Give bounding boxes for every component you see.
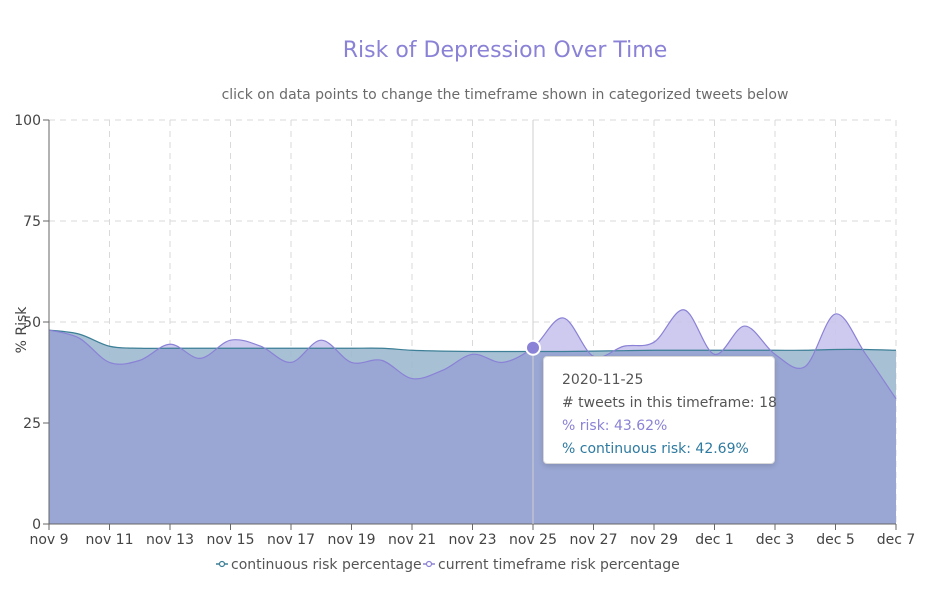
tooltip-date: 2020-11-25 bbox=[562, 372, 644, 388]
tooltip-tweet-count: # tweets in this timeframe: 18 bbox=[562, 395, 777, 411]
chart-subtitle: click on data points to change the timef… bbox=[221, 87, 789, 103]
current-risk-line bbox=[48, 309, 897, 400]
x-tick-label: nov 23 bbox=[449, 532, 497, 548]
y-tick-label: 100 bbox=[14, 113, 41, 129]
axes: 0 25 50 75 100 nov 9 nov 11 nov 13 nov 15 nov 17 n… bbox=[14, 113, 915, 548]
tooltip-risk: % risk: 43.62% bbox=[562, 418, 668, 434]
x-tick-label: nov 27 bbox=[570, 532, 618, 548]
x-tick-label: nov 9 bbox=[29, 532, 68, 548]
x-tick-label: dec 5 bbox=[816, 532, 855, 548]
legend-continuous[interactable]: continuous risk percentage bbox=[216, 557, 422, 573]
x-tick-label: dec 1 bbox=[695, 532, 734, 548]
x-tick-label: nov 19 bbox=[328, 532, 376, 548]
marker-layer[interactable] bbox=[525, 120, 541, 524]
x-tick-label: nov 21 bbox=[388, 532, 436, 548]
legend-current-marker bbox=[425, 560, 433, 568]
chart-title: Risk of Depression Over Time bbox=[342, 38, 668, 63]
legend-current[interactable]: current timeframe risk percentage bbox=[423, 557, 680, 573]
x-tick-label: dec 7 bbox=[877, 532, 916, 548]
y-tick-label: 50 bbox=[23, 315, 41, 331]
legend-current-label: current timeframe risk percentage bbox=[438, 557, 680, 573]
y-tick-label: 75 bbox=[23, 214, 41, 230]
tooltip-continuous-risk: % continuous risk: 42.69% bbox=[562, 441, 749, 457]
legend[interactable]: continuous risk percentage current timefr… bbox=[216, 557, 680, 573]
data-point-tooltip: 2020-11-25 # tweets in this timeframe: 1… bbox=[543, 356, 777, 464]
legend-continuous-marker bbox=[218, 560, 226, 568]
x-tick-label: nov 11 bbox=[86, 532, 134, 548]
x-tick-label: nov 25 bbox=[509, 532, 557, 548]
x-tick-label: nov 15 bbox=[207, 532, 255, 548]
y-axis-label: % Risk bbox=[14, 306, 30, 354]
continuous-risk-line bbox=[48, 329, 897, 353]
x-tick-label: nov 13 bbox=[146, 532, 194, 548]
y-tick-label: 25 bbox=[23, 416, 41, 432]
legend-continuous-label: continuous risk percentage bbox=[231, 557, 422, 573]
x-tick-label: nov 17 bbox=[267, 532, 315, 548]
x-tick-label: nov 29 bbox=[630, 532, 678, 548]
x-tick-label: dec 3 bbox=[756, 532, 795, 548]
data-point-nov-25[interactable] bbox=[525, 339, 541, 356]
y-tick-label: 0 bbox=[32, 517, 41, 533]
